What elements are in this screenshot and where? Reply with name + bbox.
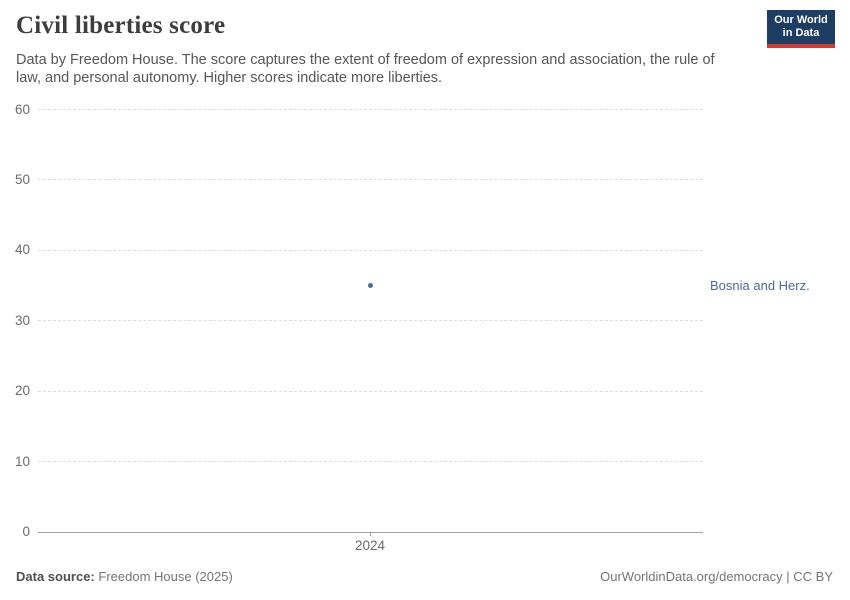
owid-logo: Our World in Data bbox=[767, 10, 835, 48]
x-axis-tick-label: 2024 bbox=[354, 538, 386, 553]
y-gridline bbox=[38, 390, 703, 392]
y-axis-tick-label: 10 bbox=[14, 453, 30, 469]
y-axis-tick-label: 30 bbox=[14, 312, 30, 328]
data-source: Data source: Freedom House (2025) bbox=[16, 569, 233, 584]
data-point[interactable] bbox=[367, 282, 373, 288]
y-gridline bbox=[38, 320, 703, 322]
y-gridline bbox=[38, 109, 703, 110]
y-axis-tick-label: 20 bbox=[14, 383, 30, 399]
owid-logo-line2: in Data bbox=[782, 27, 820, 39]
y-axis-tick-label: 40 bbox=[14, 242, 30, 258]
chart-subtitle: Data by Freedom House. The score capture… bbox=[16, 52, 715, 86]
series-label[interactable]: Bosnia and Herz. bbox=[710, 277, 810, 293]
owid-logo-line1: Our World bbox=[774, 14, 828, 26]
chart-title: Civil liberties score bbox=[16, 12, 226, 39]
y-gridline bbox=[38, 249, 703, 251]
x-axis-tick-mark bbox=[370, 532, 371, 536]
y-gridline bbox=[38, 461, 703, 463]
y-axis-tick-label: 50 bbox=[14, 171, 30, 187]
footer-link[interactable]: OurWorldinData.org/democracy | CC BY bbox=[600, 569, 833, 584]
y-axis-tick-label: 60 bbox=[14, 101, 30, 117]
data-source-value: Freedom House (2025) bbox=[98, 569, 233, 584]
y-gridline bbox=[38, 179, 703, 181]
data-source-label: Data source: bbox=[16, 569, 95, 584]
y-axis-tick-label: 0 bbox=[22, 524, 30, 539]
